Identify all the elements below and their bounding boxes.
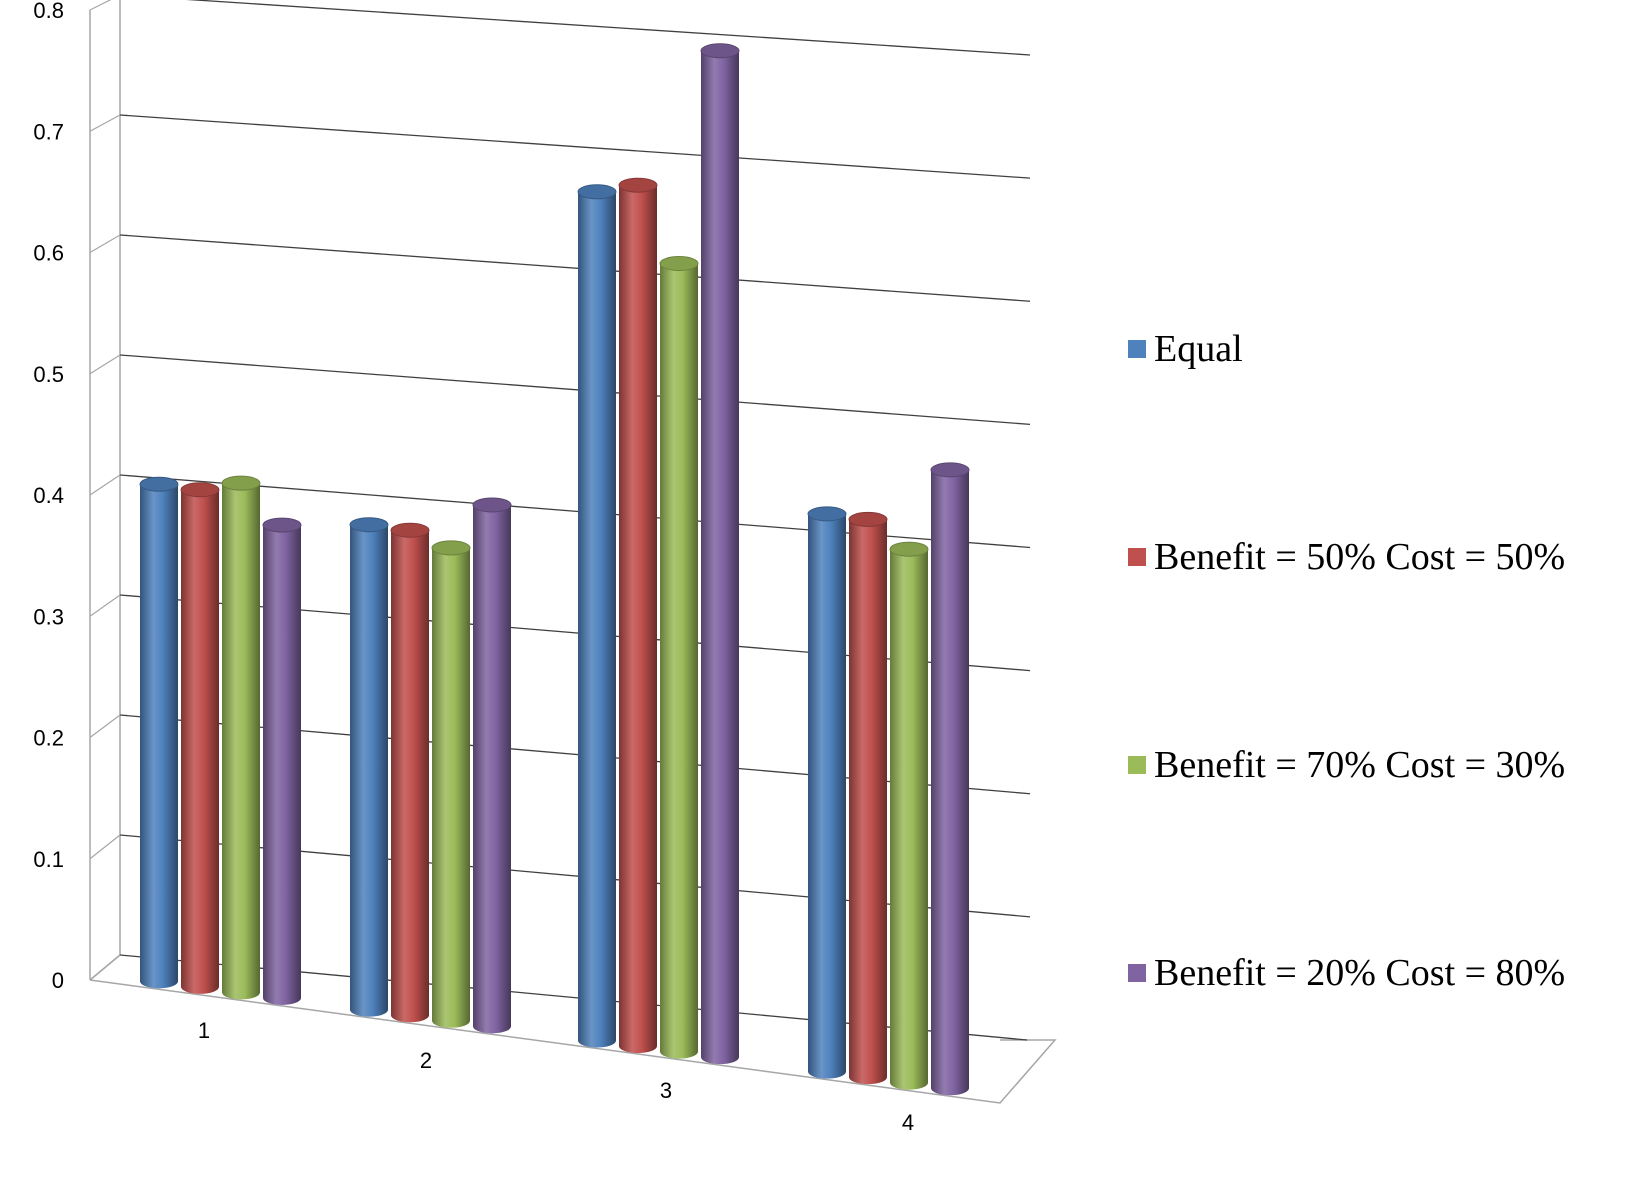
y-tick-label: 0: [52, 968, 64, 993]
bar: [659, 255, 699, 1059]
bar-body: [701, 50, 739, 1065]
bar-top: [390, 522, 430, 538]
bar: [390, 522, 430, 1023]
bar: [221, 475, 261, 1000]
legend-item: Equal: [1128, 328, 1243, 370]
legend-swatch: [1128, 964, 1146, 982]
bar-body: [578, 191, 616, 1048]
bar-body: [140, 484, 178, 989]
bar-body: [350, 524, 388, 1017]
bar-top: [349, 517, 389, 533]
bar: [180, 482, 220, 994]
bar: [930, 462, 970, 1096]
bar: [577, 184, 617, 1048]
bar-top: [472, 497, 512, 513]
gridline-side: [89, 234, 121, 254]
bar-body: [849, 519, 887, 1085]
gridline: [119, 234, 1031, 302]
floor-edge: [89, 979, 1057, 1104]
legend-label: Benefit = 70% Cost = 30%: [1154, 744, 1565, 786]
bar-body: [619, 185, 657, 1054]
y-tick-label: 0.3: [33, 604, 64, 629]
bar: [472, 497, 512, 1034]
legend-label: Benefit = 20% Cost = 80%: [1154, 952, 1565, 994]
y-tick-label: 0.5: [33, 362, 64, 387]
y-tick-label: 0.2: [33, 726, 64, 751]
y-tick-label: 0.7: [33, 119, 64, 144]
bar: [848, 511, 888, 1085]
bar-top: [700, 43, 740, 59]
bars: [139, 43, 970, 1096]
bar-body: [931, 469, 969, 1096]
bar-body: [890, 549, 928, 1090]
bar-top: [262, 517, 302, 533]
legend: Equal Benefit = 50% Cost = 50% Benefit = 7…: [1128, 328, 1565, 994]
gridline-side: [89, 714, 121, 738]
bar: [807, 506, 847, 1079]
legend-swatch: [1128, 340, 1146, 358]
bar-top: [930, 462, 970, 478]
bar-body: [432, 547, 470, 1028]
bar-top: [577, 184, 617, 200]
x-axis-ticks: 1 2 3 4: [198, 1018, 914, 1135]
bar: [349, 517, 389, 1017]
bar-top: [889, 541, 929, 557]
gridline: [119, 114, 1031, 179]
bar-body: [660, 263, 698, 1059]
bar: [431, 540, 471, 1028]
bar-top: [848, 511, 888, 527]
gridline-side: [89, 354, 121, 375]
gridline-side: [89, 114, 121, 132]
gridline: [185, 0, 1031, 56]
bar-top: [618, 177, 658, 193]
y-axis-ticks: 0 0.1 0.2 0.3 0.4 0.5 0.6 0.7 0.8: [33, 0, 64, 993]
gridline-side: [89, 834, 121, 860]
y-tick-label: 0.6: [33, 241, 64, 266]
x-tick-label: 3: [660, 1078, 672, 1103]
bar-top: [431, 540, 471, 556]
bar: [262, 517, 302, 1005]
bar-top: [139, 476, 179, 492]
bar: [618, 177, 658, 1054]
gridline: [119, 354, 1031, 426]
y-tick-label: 0.1: [33, 847, 64, 872]
bar-body: [181, 489, 219, 994]
gridline-side: [89, 594, 121, 617]
legend-label: Benefit = 50% Cost = 50%: [1154, 536, 1565, 578]
legend-label: Equal: [1154, 328, 1243, 370]
gridline-side: [89, 0, 112, 11]
bar: [139, 476, 179, 989]
bar-top: [180, 482, 220, 498]
gridline-side: [89, 474, 121, 496]
y-tick-label: 0.8: [33, 0, 64, 23]
bar-body: [222, 483, 260, 1000]
gridline-side: [89, 954, 121, 981]
legend-swatch: [1128, 548, 1146, 566]
x-tick-label: 4: [902, 1110, 914, 1135]
legend-item: Benefit = 50% Cost = 50%: [1128, 536, 1565, 578]
bar-top: [659, 255, 699, 271]
x-tick-label: 2: [420, 1048, 432, 1073]
legend-item: Benefit = 70% Cost = 30%: [1128, 744, 1565, 786]
x-tick-label: 1: [198, 1018, 210, 1043]
legend-item: Benefit = 20% Cost = 80%: [1128, 952, 1565, 994]
bar-body: [391, 530, 429, 1023]
bar-body: [473, 504, 511, 1034]
bar-body: [263, 525, 301, 1005]
legend-swatch: [1128, 756, 1146, 774]
bar-body: [808, 513, 846, 1079]
bar: [889, 541, 929, 1090]
bar: [700, 43, 740, 1065]
bar-top: [807, 506, 847, 522]
bar-top: [221, 475, 261, 491]
y-tick-label: 0.4: [33, 483, 64, 508]
